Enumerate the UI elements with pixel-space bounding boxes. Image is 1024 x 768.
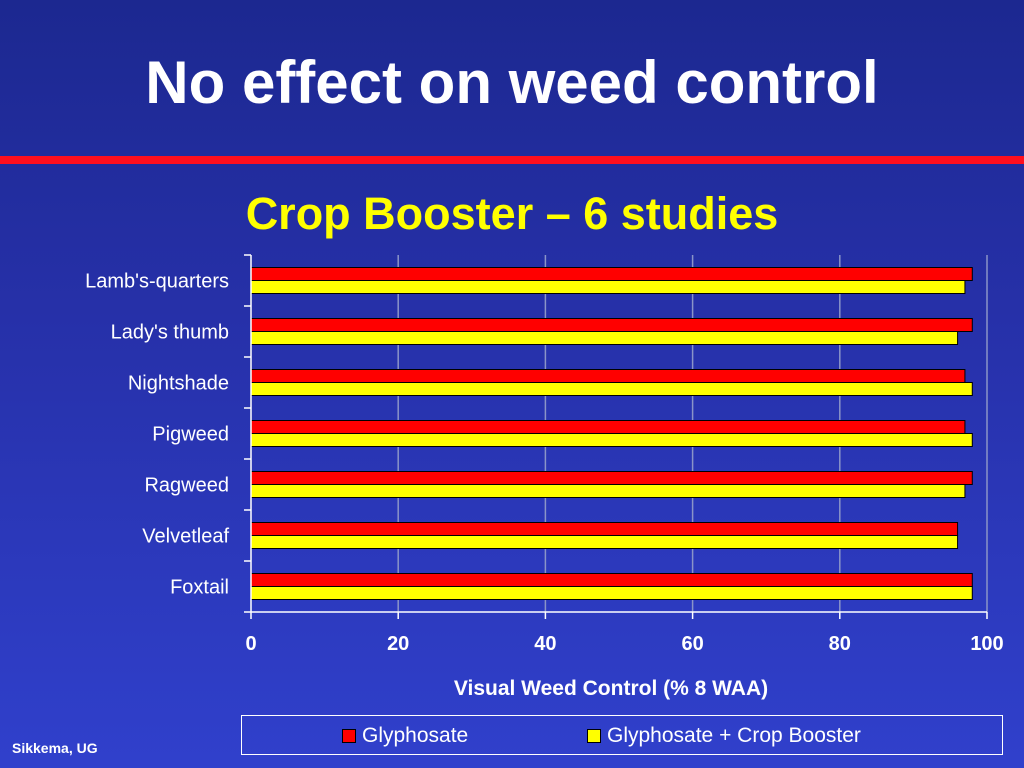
x-tick-label: 80	[829, 633, 851, 655]
bar	[250, 471, 973, 485]
title-divider	[0, 156, 1024, 164]
chart-legend: Glyphosate Glyphosate + Crop Booster	[241, 715, 1003, 755]
x-tick-label: 0	[245, 633, 256, 655]
legend-swatch-glyphosate	[342, 729, 356, 743]
legend-label-glyphosate-crop-booster: Glyphosate + Crop Booster	[607, 724, 861, 747]
y-tick-label: Pigweed	[152, 424, 229, 446]
bar	[250, 586, 973, 600]
bar	[250, 573, 973, 587]
bar	[250, 535, 959, 549]
x-tick-label: 60	[681, 633, 703, 655]
bar	[250, 267, 973, 281]
bar	[250, 382, 973, 396]
bar	[250, 318, 973, 332]
y-tick-label: Nightshade	[128, 373, 229, 395]
bar	[250, 420, 966, 434]
x-tick-label: 100	[970, 633, 1003, 655]
y-tick-label: Lamb's-quarters	[85, 271, 229, 293]
legend-label-glyphosate: Glyphosate	[362, 724, 469, 747]
source-credit: Sikkema, UG	[12, 740, 98, 756]
bar	[250, 433, 973, 447]
y-tick-label: Foxtail	[170, 577, 229, 599]
bar	[250, 484, 966, 498]
slide-title: No effect on weed control	[145, 49, 879, 116]
legend-swatch-glyphosate-crop-booster	[587, 729, 601, 743]
bar	[250, 522, 959, 536]
legend-item-glyphosate-crop-booster: Glyphosate + Crop Booster	[587, 724, 861, 748]
x-axis-title: Visual Weed Control (% 8 WAA)	[454, 677, 768, 700]
bar	[250, 331, 959, 345]
y-tick-label: Lady's thumb	[111, 322, 229, 344]
y-tick-label: Velvetleaf	[142, 526, 229, 548]
bar	[250, 369, 966, 383]
chart-title: Crop Booster – 6 studies	[245, 188, 779, 239]
bar	[250, 280, 966, 294]
legend-item-glyphosate: Glyphosate	[342, 724, 468, 748]
x-tick-label: 20	[387, 633, 409, 655]
x-tick-label: 40	[534, 633, 556, 655]
y-tick-label: Ragweed	[144, 475, 229, 497]
